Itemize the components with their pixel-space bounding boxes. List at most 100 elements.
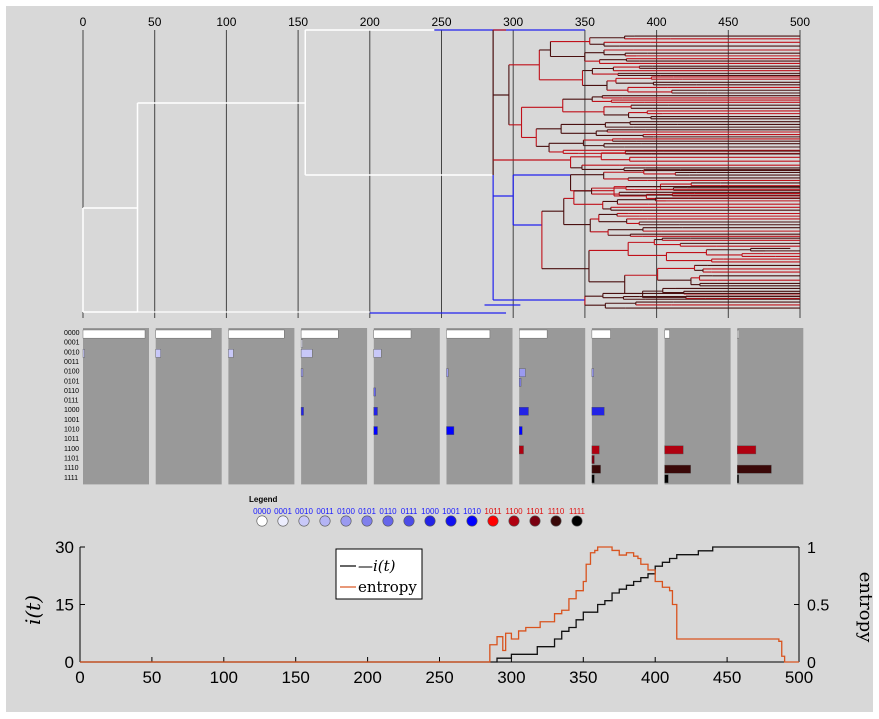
hist-panel [591, 328, 658, 485]
legend-code: 1011 [484, 507, 502, 516]
hist-row-label: 0000 [64, 330, 80, 337]
hist-row-label: 0011 [64, 359, 79, 366]
legend-code: 0111 [401, 507, 418, 516]
hist-bar [373, 407, 378, 416]
legend-swatch [550, 515, 562, 527]
x-tick-label: 0 [75, 668, 84, 687]
hist-bar [373, 349, 382, 358]
hist-row-label: 1110 [64, 465, 79, 472]
y-left-tick-label: 0 [65, 653, 74, 672]
phylogenetic-tree [82, 29, 800, 314]
hist-bar [82, 329, 146, 339]
hist-bar [591, 407, 605, 416]
hist-bar [300, 349, 313, 358]
hist-bar [591, 474, 595, 484]
hist-panel [228, 328, 295, 485]
legend-code: 0110 [379, 507, 397, 516]
legend-code: 0001 [274, 507, 292, 516]
hist-panel [373, 328, 440, 485]
legend-code: 0010 [295, 507, 313, 516]
hist-panel [155, 328, 222, 485]
hist-row-label: 0001 [64, 340, 80, 347]
legend-code: 1101 [526, 507, 544, 516]
hist-bar [591, 445, 600, 455]
hist-bar [300, 368, 304, 377]
x-tick-label: 350 [569, 668, 597, 687]
infection-entropy-chart: i(t) entropy 0 50 100 150 200 250 300 350 400 450… [21, 538, 876, 687]
x-tick-label: 400 [641, 668, 669, 687]
line-chart-series [80, 546, 799, 663]
hist-bar [664, 329, 670, 339]
legend-swatch [340, 515, 352, 527]
legend-code: 0000 [253, 507, 271, 516]
legend-code: 1111 [569, 507, 586, 516]
tree-tick-label: 0 [80, 15, 87, 29]
hist-bar [300, 339, 303, 348]
hist-bar [737, 474, 739, 484]
legend-code: 1001 [442, 507, 460, 516]
tree-tick-label: 450 [718, 15, 738, 29]
legend-swatch [298, 515, 310, 527]
hist-bar [519, 407, 529, 416]
hist-bar [519, 426, 523, 435]
y-right-tick-label: 0 [807, 655, 816, 672]
hist-row-label: 1000 [64, 407, 80, 414]
tree-tick-label: 100 [216, 15, 236, 29]
legend-code: 1000 [421, 507, 439, 516]
entropy-series-line [80, 546, 799, 663]
hist-bar [591, 329, 611, 339]
hist-bar [373, 329, 412, 339]
y-left-label: i(t) [21, 595, 45, 625]
line-legend-box [335, 548, 423, 600]
x-tick-label: 450 [713, 668, 741, 687]
hist-row-label: 0111 [64, 398, 79, 405]
hist-bar [446, 368, 449, 377]
hist-bar [373, 426, 378, 435]
hist-bar [446, 426, 455, 435]
legend-swatch [571, 515, 583, 527]
hist-row-label: 1100 [64, 446, 79, 453]
legend-swatch [466, 515, 478, 527]
legend-swatch [319, 515, 331, 527]
hist-row-label: 0010 [64, 349, 80, 356]
hist-bar [373, 387, 376, 397]
hist-bar [519, 329, 548, 339]
hist-panel [446, 328, 513, 485]
tree-tick-label: 200 [360, 15, 380, 29]
legend-swatch [403, 515, 415, 527]
legend-swatch [361, 515, 373, 527]
legend-code: 1110 [548, 507, 565, 516]
genotype-histograms: 0000 0001 0010 0011 0100 0101 0110 0111 1000 1001… [64, 328, 804, 485]
hist-row-label: 1111 [64, 475, 78, 482]
hist-panel [664, 328, 731, 485]
legend-swatch [382, 515, 394, 527]
x-tick-label: 200 [353, 668, 381, 687]
hist-panel [83, 328, 149, 485]
y-left-tick-label: 15 [55, 596, 74, 615]
y-left-tick-label: 30 [55, 538, 74, 557]
legend-swatch [256, 515, 268, 527]
x-tick-label: 50 [142, 668, 161, 687]
hist-bar [737, 329, 739, 339]
y-right-label-text: entropy [855, 572, 876, 643]
hist-bar [664, 474, 669, 484]
hist-bar [737, 445, 757, 455]
legend-code: 0011 [316, 507, 334, 516]
legend-swatch [445, 515, 457, 527]
tree-time-axis: 0 50 100 150 200 250 300 350 400 450 500 [80, 15, 810, 318]
it-series-line [80, 546, 799, 663]
y-right-tick-label: 1 [807, 540, 816, 557]
tree-tick-label: 400 [647, 15, 667, 29]
legend-swatch [424, 515, 436, 527]
hist-row-label: 0110 [64, 388, 79, 395]
x-tick-label: 300 [497, 668, 525, 687]
hist-bar [519, 378, 522, 387]
x-tick-label: 100 [210, 668, 238, 687]
legend-swatch [508, 515, 520, 527]
legend-code: 0100 [337, 507, 355, 516]
hist-bar [228, 329, 285, 339]
hist-bar [228, 349, 234, 358]
